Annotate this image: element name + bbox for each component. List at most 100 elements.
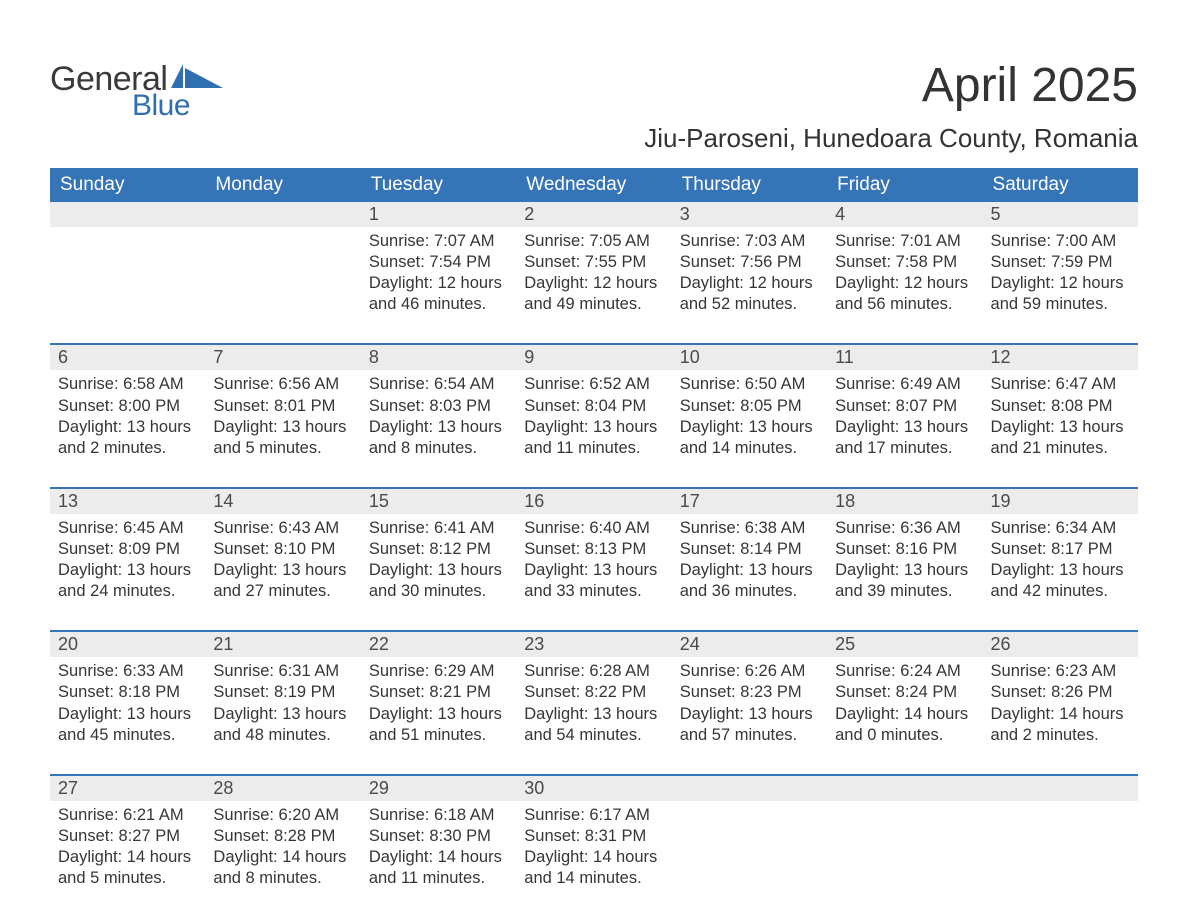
- sunrise-line: Sunrise: 6:43 AM: [213, 519, 339, 537]
- daylight-line: Daylight: 13 hours and 14 minutes.: [680, 418, 813, 457]
- sunrise-line: Sunrise: 6:45 AM: [58, 519, 184, 537]
- day-number-cell: 3: [672, 202, 827, 227]
- day-number-cell: 11: [827, 344, 982, 370]
- day-detail-cell: Sunrise: 6:18 AMSunset: 8:30 PMDaylight:…: [361, 801, 516, 917]
- sunrise-line: Sunrise: 6:34 AM: [991, 519, 1117, 537]
- sunset-line: Sunset: 8:28 PM: [213, 827, 335, 845]
- day-detail-cell: Sunrise: 6:33 AMSunset: 8:18 PMDaylight:…: [50, 657, 205, 774]
- day-number-cell: 8: [361, 344, 516, 370]
- day-detail-cell: Sunrise: 6:34 AMSunset: 8:17 PMDaylight:…: [983, 514, 1138, 631]
- day-number-cell: 20: [50, 631, 205, 657]
- day-number-cell: 24: [672, 631, 827, 657]
- day-detail-cell: Sunrise: 6:52 AMSunset: 8:04 PMDaylight:…: [516, 370, 671, 487]
- day-number-cell: 9: [516, 344, 671, 370]
- daylight-line: Daylight: 13 hours and 5 minutes.: [213, 418, 346, 457]
- day-detail-cell: Sunrise: 6:17 AMSunset: 8:31 PMDaylight:…: [516, 801, 671, 917]
- day-detail-cell: Sunrise: 6:31 AMSunset: 8:19 PMDaylight:…: [205, 657, 360, 774]
- day-number-cell: 7: [205, 344, 360, 370]
- sunrise-line: Sunrise: 6:20 AM: [213, 806, 339, 824]
- day-detail-cell: Sunrise: 6:54 AMSunset: 8:03 PMDaylight:…: [361, 370, 516, 487]
- sunset-line: Sunset: 8:27 PM: [58, 827, 180, 845]
- day-number-cell: 26: [983, 631, 1138, 657]
- day-header: Tuesday: [361, 168, 516, 202]
- day-detail-cell: Sunrise: 7:05 AMSunset: 7:55 PMDaylight:…: [516, 227, 671, 344]
- daynum-row: 20212223242526: [50, 631, 1138, 657]
- day-number-cell: 10: [672, 344, 827, 370]
- day-detail-cell: [983, 801, 1138, 917]
- day-number-cell: 22: [361, 631, 516, 657]
- sunset-line: Sunset: 8:00 PM: [58, 397, 180, 415]
- daylight-line: Daylight: 13 hours and 11 minutes.: [524, 418, 657, 457]
- month-title: April 2025: [644, 58, 1138, 113]
- daylight-line: Daylight: 12 hours and 49 minutes.: [524, 274, 657, 313]
- daylight-line: Daylight: 13 hours and 8 minutes.: [369, 418, 502, 457]
- day-detail-cell: Sunrise: 6:24 AMSunset: 8:24 PMDaylight:…: [827, 657, 982, 774]
- sunset-line: Sunset: 7:55 PM: [524, 253, 646, 271]
- daylight-line: Daylight: 13 hours and 39 minutes.: [835, 561, 968, 600]
- location-text: Jiu-Paroseni, Hunedoara County, Romania: [644, 123, 1138, 154]
- day-header: Monday: [205, 168, 360, 202]
- day-number-cell: 6: [50, 344, 205, 370]
- sunrise-line: Sunrise: 6:54 AM: [369, 375, 495, 393]
- sunset-line: Sunset: 8:16 PM: [835, 540, 957, 558]
- daynum-row: 27282930: [50, 775, 1138, 801]
- sunset-line: Sunset: 8:07 PM: [835, 397, 957, 415]
- daylight-line: Daylight: 13 hours and 30 minutes.: [369, 561, 502, 600]
- sunset-line: Sunset: 7:54 PM: [369, 253, 491, 271]
- day-detail-cell: Sunrise: 6:23 AMSunset: 8:26 PMDaylight:…: [983, 657, 1138, 774]
- day-number-cell: 18: [827, 488, 982, 514]
- daylight-line: Daylight: 14 hours and 11 minutes.: [369, 848, 502, 887]
- day-number-cell: 17: [672, 488, 827, 514]
- day-detail-cell: Sunrise: 6:21 AM Sunset: 8:27 PM Daylight:…: [50, 801, 205, 917]
- day-detail-cell: Sunrise: 6:47 AMSunset: 8:08 PMDaylight:…: [983, 370, 1138, 487]
- detail-row: Sunrise: 6:58 AM Sunset: 8:00 PM Daylight:…: [50, 370, 1138, 487]
- sunrise-line: Sunrise: 6:38 AM: [680, 519, 806, 537]
- detail-row: Sunrise: 6:33 AMSunset: 8:18 PMDaylight:…: [50, 657, 1138, 774]
- day-number-cell: [205, 202, 360, 227]
- day-number-cell: 21: [205, 631, 360, 657]
- sunset-line: Sunset: 8:10 PM: [213, 540, 335, 558]
- sunset-line: Sunset: 8:13 PM: [524, 540, 646, 558]
- sunrise-line: Sunrise: 6:50 AM: [680, 375, 806, 393]
- daylight-line: Daylight: 13 hours and 54 minutes.: [524, 705, 657, 744]
- day-detail-cell: Sunrise: 6:20 AM Sunset: 8:28 PM Daylight:…: [205, 801, 360, 917]
- sunrise-line: Sunrise: 6:49 AM: [835, 375, 961, 393]
- daylight-line: Daylight: 13 hours and 17 minutes.: [835, 418, 968, 457]
- day-detail-cell: Sunrise: 6:36 AM Sunset: 8:16 PM Daylight:…: [827, 514, 982, 631]
- daylight-line: Daylight: 13 hours and 45 minutes.: [58, 705, 191, 744]
- day-number-cell: [672, 775, 827, 801]
- logo: General Blue: [50, 60, 223, 123]
- sunrise-line: Sunrise: 7:03 AM: [680, 232, 806, 250]
- day-number-cell: [827, 775, 982, 801]
- day-detail-cell: Sunrise: 6:41 AMSunset: 8:12 PMDaylight:…: [361, 514, 516, 631]
- day-detail-cell: [827, 801, 982, 917]
- sunrise-line: Sunrise: 6:23 AM: [991, 662, 1117, 680]
- daylight-line: Daylight: 13 hours and 2 minutes.: [58, 418, 191, 457]
- day-number-cell: [50, 202, 205, 227]
- day-detail-cell: Sunrise: 6:28 AMSunset: 8:22 PMDaylight:…: [516, 657, 671, 774]
- daylight-line: Daylight: 13 hours and 36 minutes.: [680, 561, 813, 600]
- day-number-cell: [983, 775, 1138, 801]
- day-detail-cell: Sunrise: 6:26 AMSunset: 8:23 PMDaylight:…: [672, 657, 827, 774]
- daylight-line: Daylight: 13 hours and 51 minutes.: [369, 705, 502, 744]
- detail-row: Sunrise: 6:21 AM Sunset: 8:27 PM Daylight:…: [50, 801, 1138, 917]
- day-number-cell: 2: [516, 202, 671, 227]
- day-detail-cell: Sunrise: 6:50 AMSunset: 8:05 PMDaylight:…: [672, 370, 827, 487]
- daylight-line: Daylight: 14 hours and 8 minutes.: [213, 848, 346, 887]
- sunrise-line: Sunrise: 6:21 AM: [58, 806, 184, 824]
- sunrise-line: Sunrise: 6:52 AM: [524, 375, 650, 393]
- daylight-line: Daylight: 14 hours and 2 minutes.: [991, 705, 1124, 744]
- sunrise-line: Sunrise: 6:17 AM: [524, 806, 650, 824]
- day-number-cell: 5: [983, 202, 1138, 227]
- daylight-line: Daylight: 12 hours and 52 minutes.: [680, 274, 813, 313]
- sunrise-line: Sunrise: 7:01 AM: [835, 232, 961, 250]
- sunrise-line: Sunrise: 6:58 AM: [58, 375, 184, 393]
- title-block: April 2025 Jiu-Paroseni, Hunedoara Count…: [644, 48, 1138, 154]
- sunrise-line: Sunrise: 6:36 AM: [835, 519, 961, 537]
- day-number-cell: 16: [516, 488, 671, 514]
- daylight-line: Daylight: 13 hours and 21 minutes.: [991, 418, 1124, 457]
- sunset-line: Sunset: 8:09 PM: [58, 540, 180, 558]
- daynum-row: 13141516171819: [50, 488, 1138, 514]
- day-detail-cell: [672, 801, 827, 917]
- daylight-line: Daylight: 14 hours and 5 minutes.: [58, 848, 191, 887]
